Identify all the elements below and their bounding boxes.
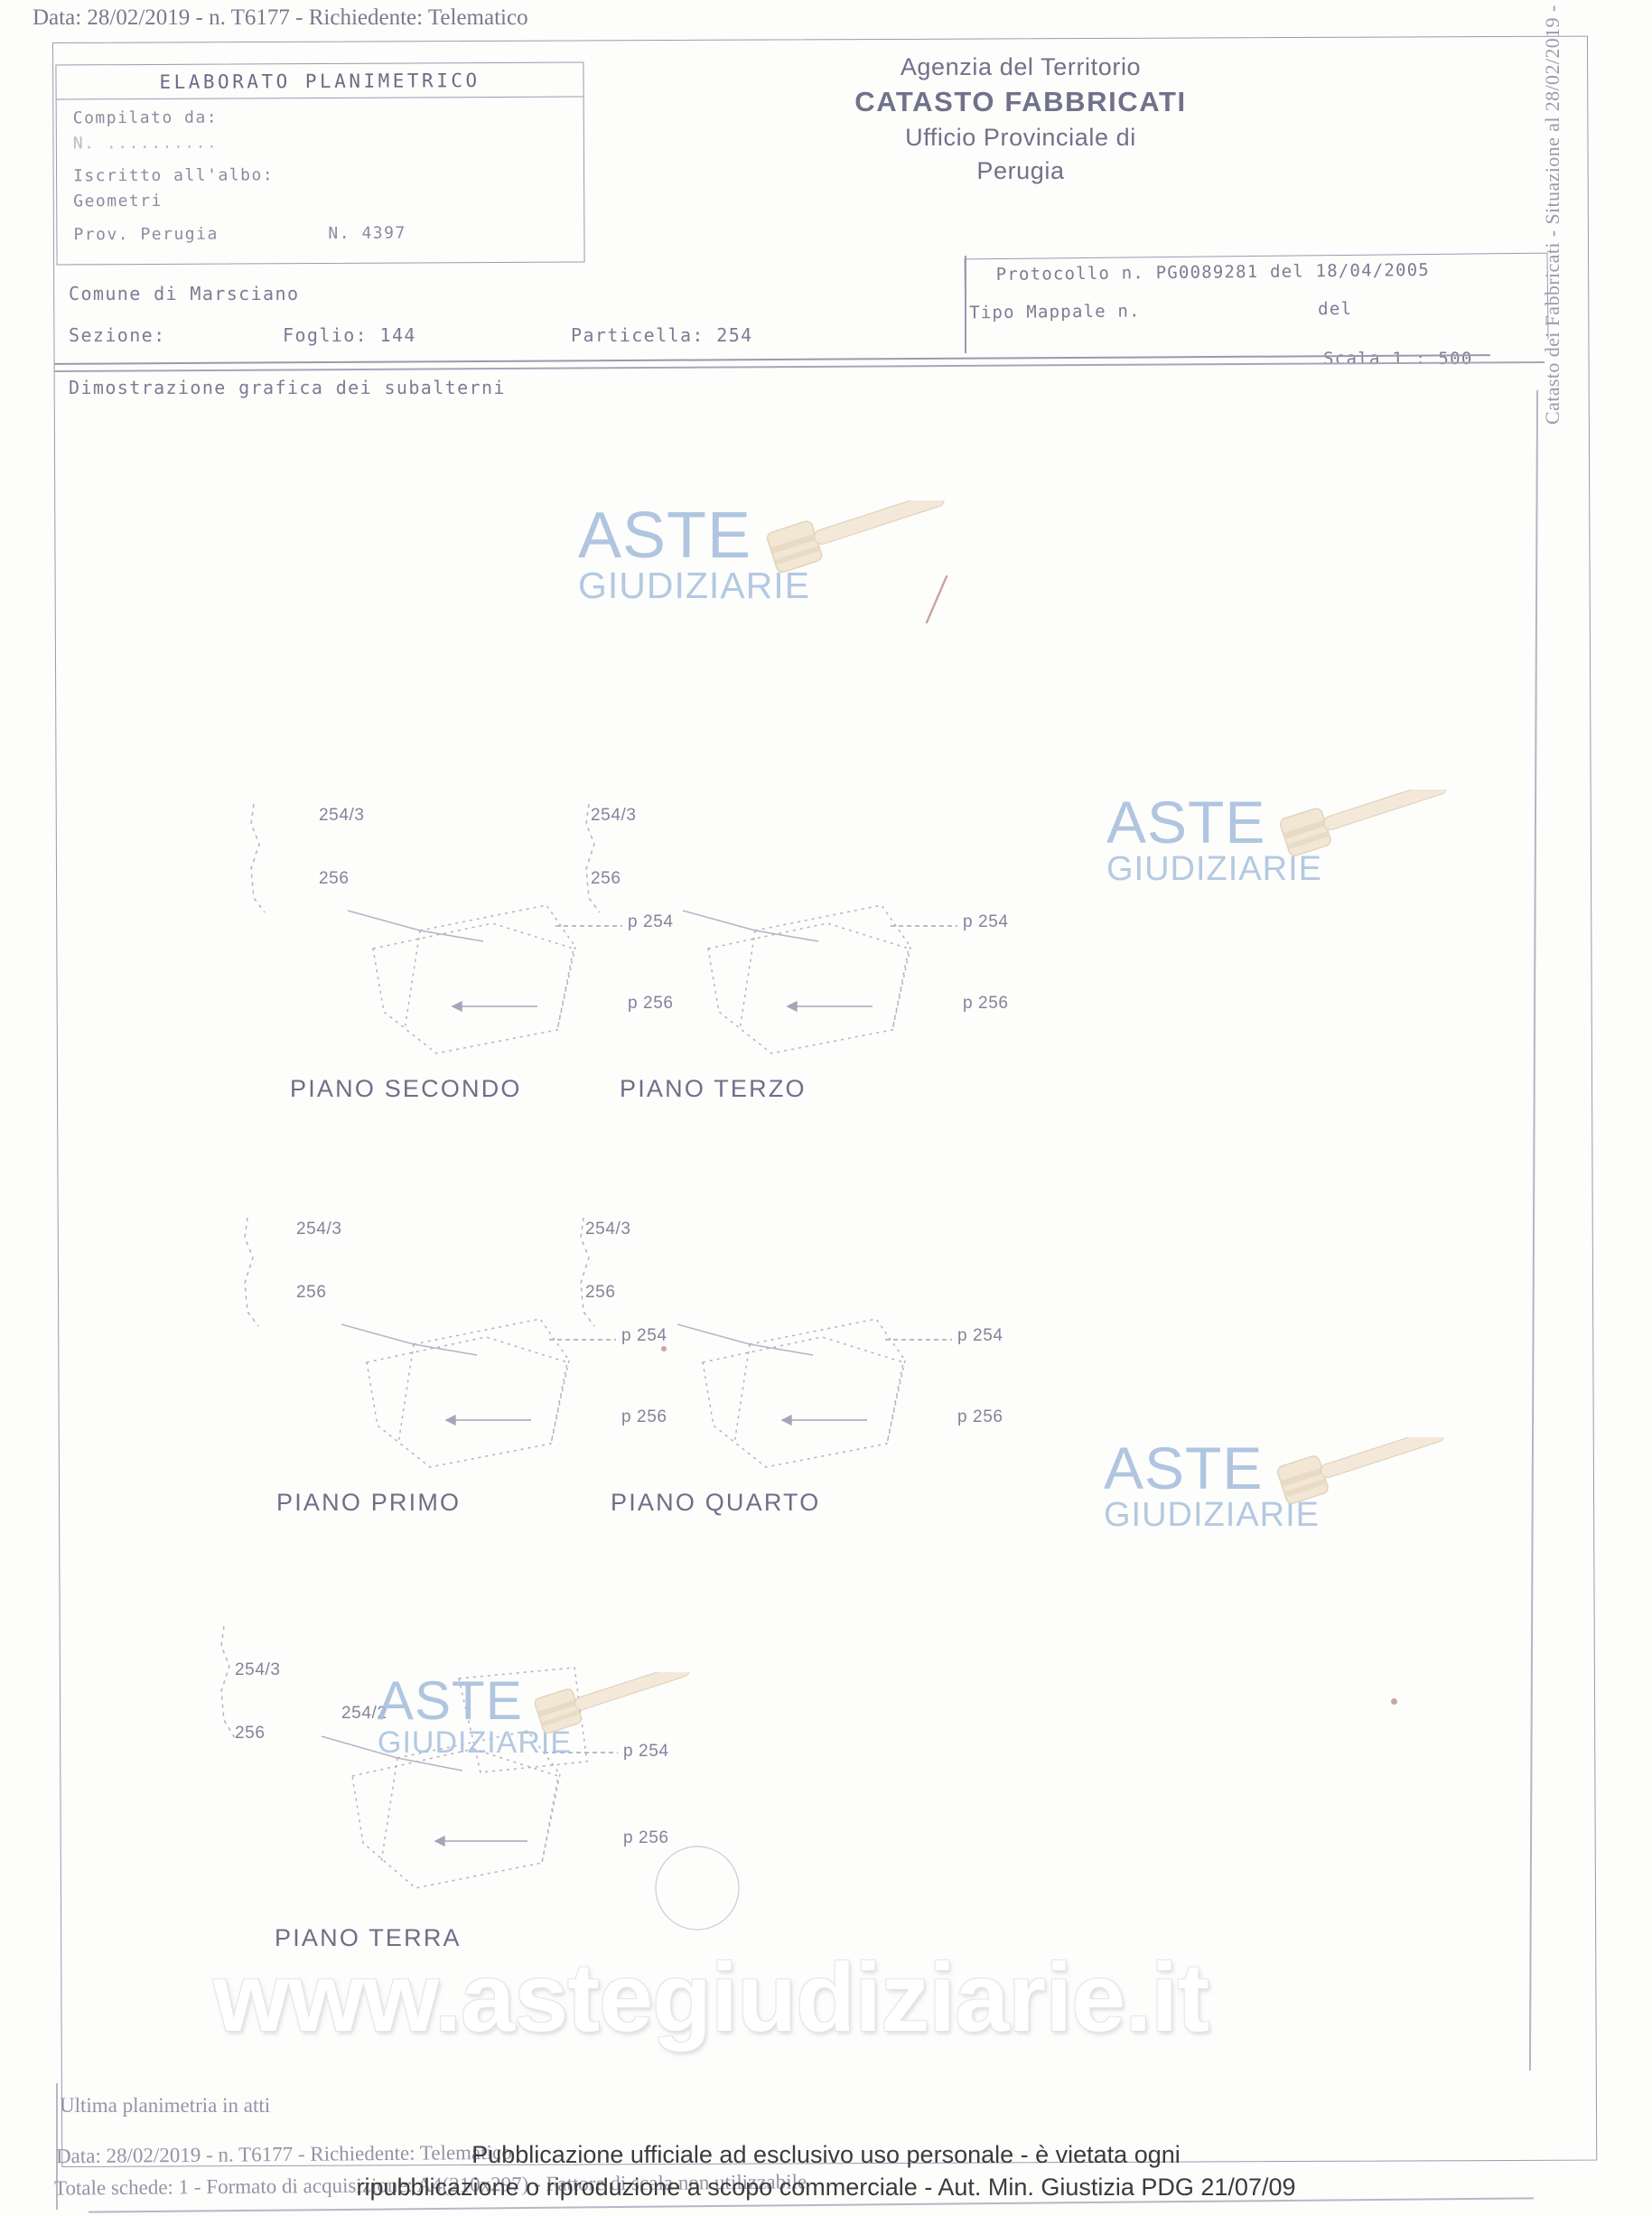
compilato-da-label: Compilato da: [72,108,219,128]
plan-title-secondo: PIANO SECONDO [290,1075,522,1102]
plan-title-quarto: PIANO QUARTO [611,1489,821,1516]
plan-label-p256: p 256 [963,994,1009,1013]
ultima-planimetria-label: Ultima planimetria in atti [60,2094,271,2117]
scan-header-line: Data: 28/02/2019 - n. T6177 - Richiedent… [33,5,528,30]
agency-line-2: CATASTO FABBRICATI [854,86,1187,118]
plan-label-p256: p 256 [957,1407,1003,1426]
legal-notice-line-1: Pubblicazione ufficiale ad esclusivo uso… [471,2141,1181,2168]
elaborato-header-label: ELABORATO PLANIMETRICO [159,69,481,93]
plan-piano-terra: 254/3 256 254/2 p 254 p 256 PIANO TERRA [210,1625,751,1969]
geometri-value: Geometri [73,191,163,211]
footer-box-left-edge [56,2083,58,2210]
header-vertical-divider [965,256,966,353]
plan-label-254-3: 254/3 [296,1220,342,1239]
dimostrazione-label: Dimostrazione grafica dei subalterni [69,377,506,398]
plan-label-p254: p 254 [963,912,1009,931]
plan-label-p254: p 254 [628,912,674,931]
plan-piano-quarto: 254/3 256 p 254 p 256 PIANO QUARTO [571,1217,1077,1543]
plan-piano-terzo: 254/3 256 p 254 p 256 PIANO TERZO [576,803,1082,1129]
plan-label-256: 256 [319,869,350,888]
plan-label-254-3: 254/3 [591,806,637,825]
legal-notice: Pubblicazione ufficiale ad esclusivo uso… [149,2139,1504,2204]
plan-label-p256: p 256 [628,994,674,1013]
vertical-caption: Catasto dei Fabbricati - Situazione al 2… [1541,0,1564,425]
plan-label-256: 256 [585,1283,616,1302]
legal-notice-line-2: ripubblicazione o riproduzione a scopo c… [356,2173,1296,2201]
iscritto-albo-label: Iscritto all'albo: [73,165,275,186]
elaborato-header: ELABORATO PLANIMETRICO [56,62,583,100]
comune-section: Comune di Marsciano Sezione: Foglio: 144… [54,256,1545,398]
agency-header: Agenzia del Territorio CATASTO FABBRICAT… [813,51,1228,187]
agency-line-1: Agenzia del Territorio [900,53,1142,80]
plan-title-primo: PIANO PRIMO [276,1489,462,1516]
plan-label-256: 256 [591,869,621,888]
plan-label-p256: p 256 [623,1828,669,1847]
sezione-label: Sezione: [69,324,166,346]
plan-label-256: 256 [296,1283,327,1302]
plan-piano-secondo: 254/3 256 p 254 p 256 PIANO SECONDO [239,803,745,1129]
comune-value: Comune di Marsciano [69,283,300,304]
plan-label-p254: p 254 [957,1326,1003,1345]
plan-drawing-terra [220,1625,740,1931]
scan-blemish [661,1346,667,1351]
plan-title-terra: PIANO TERRA [275,1924,462,1951]
prov-value: Prov. Perugia [73,224,219,245]
elaborato-planimetrico-box: ELABORATO PLANIMETRICO Compilato da: N. … [55,61,585,266]
plan-label-p256: p 256 [621,1407,667,1426]
agency-line-4: Perugia [976,156,1065,184]
plan-label-254-3: 254/3 [585,1220,631,1239]
scan-blemish [1391,1698,1397,1705]
foglio-value: Foglio: 144 [283,324,416,346]
agency-line-3: Ufficio Provinciale di [905,124,1136,152]
plan-title-terzo: PIANO TERZO [620,1075,807,1102]
plan-drawing-secondo [250,803,622,1054]
plan-label-254-3: 254/3 [235,1660,281,1679]
albo-number-value: N. 4397 [328,223,406,243]
plan-label-256: 256 [235,1724,266,1743]
plan-label-254-3: 254/3 [319,806,365,825]
plan-label-254-2: 254/2 [341,1704,387,1723]
plan-drawing-quarto [580,1217,952,1468]
plan-drawing-terzo [585,803,957,1054]
plan-piano-primo: 254/3 256 p 254 p 256 PIANO PRIMO [233,1217,739,1543]
plan-drawing-primo [244,1217,616,1468]
particella-value: Particella: 254 [571,324,753,346]
compilato-name-value: N. .......... [72,133,219,154]
watermark-url: www.astegiudiziarie.it [213,1942,1209,2052]
plan-label-p254: p 254 [623,1742,669,1761]
plan-label-p254: p 254 [621,1326,667,1345]
